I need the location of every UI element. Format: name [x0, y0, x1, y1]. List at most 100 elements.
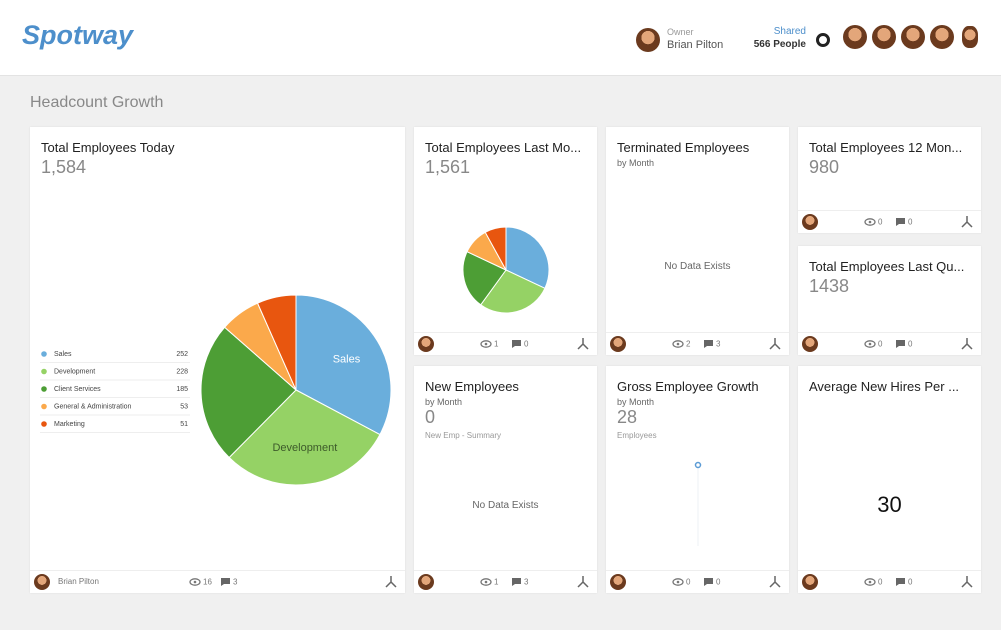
eye-icon	[672, 340, 684, 348]
logo[interactable]: Spotway	[22, 20, 134, 50]
card-subtitle: by Month	[617, 397, 655, 407]
shared-count: 566 People	[753, 39, 806, 50]
slice-label: Development	[272, 442, 337, 454]
eye-pupil	[676, 342, 680, 346]
member-avatar[interactable]	[901, 25, 925, 49]
card-subtitle: by Month	[617, 158, 655, 168]
share-icon[interactable]	[961, 216, 973, 228]
mini-chart	[694, 461, 702, 546]
eye-pupil	[868, 342, 872, 346]
comment-icon	[896, 340, 905, 348]
card-value: 28	[617, 407, 638, 427]
share-icon[interactable]	[769, 576, 781, 588]
card[interactable]: Total Employees Today 1,584 Brian Pilton 16…	[30, 127, 405, 593]
legend-value: 228	[176, 368, 188, 375]
card[interactable]: Terminated Employees by Month No Data Exis…	[606, 127, 789, 355]
share-icon[interactable]	[577, 576, 589, 588]
view-count: 0	[878, 340, 883, 349]
eye-pupil	[676, 580, 680, 584]
owner-name: Brian Pilton	[667, 39, 724, 51]
member-avatar[interactable]	[930, 25, 954, 49]
view-count: 1	[494, 578, 499, 587]
comment-icon	[896, 218, 905, 226]
card-title: Total Employees Last Qu...	[809, 259, 965, 274]
comment-icon	[896, 578, 905, 586]
share-icon[interactable]	[961, 576, 973, 588]
shared-label[interactable]: Shared	[773, 26, 806, 37]
owner-name: Brian Pilton	[58, 577, 99, 586]
card-title: Average New Hires Per ...	[809, 379, 960, 394]
comment-icon	[512, 340, 521, 348]
member-avatar[interactable]	[872, 25, 896, 49]
card-note: New Emp - Summary	[425, 431, 502, 440]
view-count: 0	[686, 578, 691, 587]
card-title: Terminated Employees	[617, 140, 750, 155]
avatar	[34, 574, 50, 590]
pie-slice	[505, 226, 550, 289]
eye-icon	[480, 340, 492, 348]
owner-avatar	[636, 28, 660, 52]
card-note: Employees	[617, 431, 657, 440]
card-value: 1,561	[425, 157, 471, 177]
eye-icon	[672, 578, 684, 586]
no-data: No Data Exists	[472, 500, 539, 511]
add-button[interactable]	[816, 33, 830, 47]
card[interactable]: Total Employees 12 Mon... 980 0 0	[798, 127, 981, 233]
eye-icon	[864, 340, 876, 348]
comment-count: 3	[524, 578, 529, 587]
card-title: Total Employees 12 Mon...	[809, 140, 963, 155]
mini-point	[694, 461, 702, 469]
card-title: Gross Employee Growth	[617, 379, 759, 394]
avatar	[610, 574, 626, 590]
header: Spotway Owner Brian Pilton Shared 566 Pe…	[0, 0, 1001, 76]
card-value: 1438	[809, 276, 850, 296]
share-icon[interactable]	[385, 576, 397, 588]
eye-pupil	[868, 220, 872, 224]
card[interactable]: Gross Employee Growth by Month 28 Employees…	[606, 366, 789, 593]
pie-slice	[256, 294, 297, 391]
legend-label: Marketing	[54, 421, 85, 428]
view-count: 0	[878, 218, 883, 227]
footer-icons: 16 3	[189, 576, 397, 588]
share-icon[interactable]	[961, 338, 973, 350]
comment-icon	[512, 578, 521, 586]
comment-icon	[704, 578, 713, 586]
legend-value: 185	[176, 386, 188, 393]
view-count: 16	[203, 578, 212, 587]
legend-label: Client Services	[54, 386, 101, 393]
comment-count: 0	[908, 340, 913, 349]
owner-label: Owner	[667, 27, 694, 37]
legend-dot	[41, 368, 47, 375]
card[interactable]: Average New Hires Per ... 30 0 0	[798, 366, 981, 593]
card[interactable]: New Employees by Month 0 New Emp - Summary N…	[414, 366, 597, 593]
card-title: Total Employees Today	[41, 140, 175, 155]
member-avatar[interactable]	[962, 26, 978, 48]
share-icon[interactable]	[577, 338, 589, 350]
pie-slice	[295, 294, 392, 436]
slice-label: Sales	[333, 354, 361, 366]
member-avatar[interactable]	[843, 25, 867, 49]
share-icon[interactable]	[769, 338, 781, 350]
comment-count: 0	[524, 340, 529, 349]
pie-chart: Sales Development Sales 252 Development 228 Cl…	[40, 294, 392, 486]
card[interactable]: Total Employees Last Qu... 1438 0 0	[798, 246, 981, 355]
no-data: No Data Exists	[664, 261, 731, 272]
pie-slice	[480, 269, 546, 314]
avatar	[802, 336, 818, 352]
legend-label: Sales	[54, 351, 72, 358]
comment-count: 3	[716, 340, 721, 349]
legend-label: General & Administration	[54, 403, 132, 410]
card-title: New Employees	[425, 379, 519, 394]
card[interactable]: Total Employees Last Mo... 1,561 1 0	[414, 127, 597, 355]
eye-pupil	[484, 342, 488, 346]
